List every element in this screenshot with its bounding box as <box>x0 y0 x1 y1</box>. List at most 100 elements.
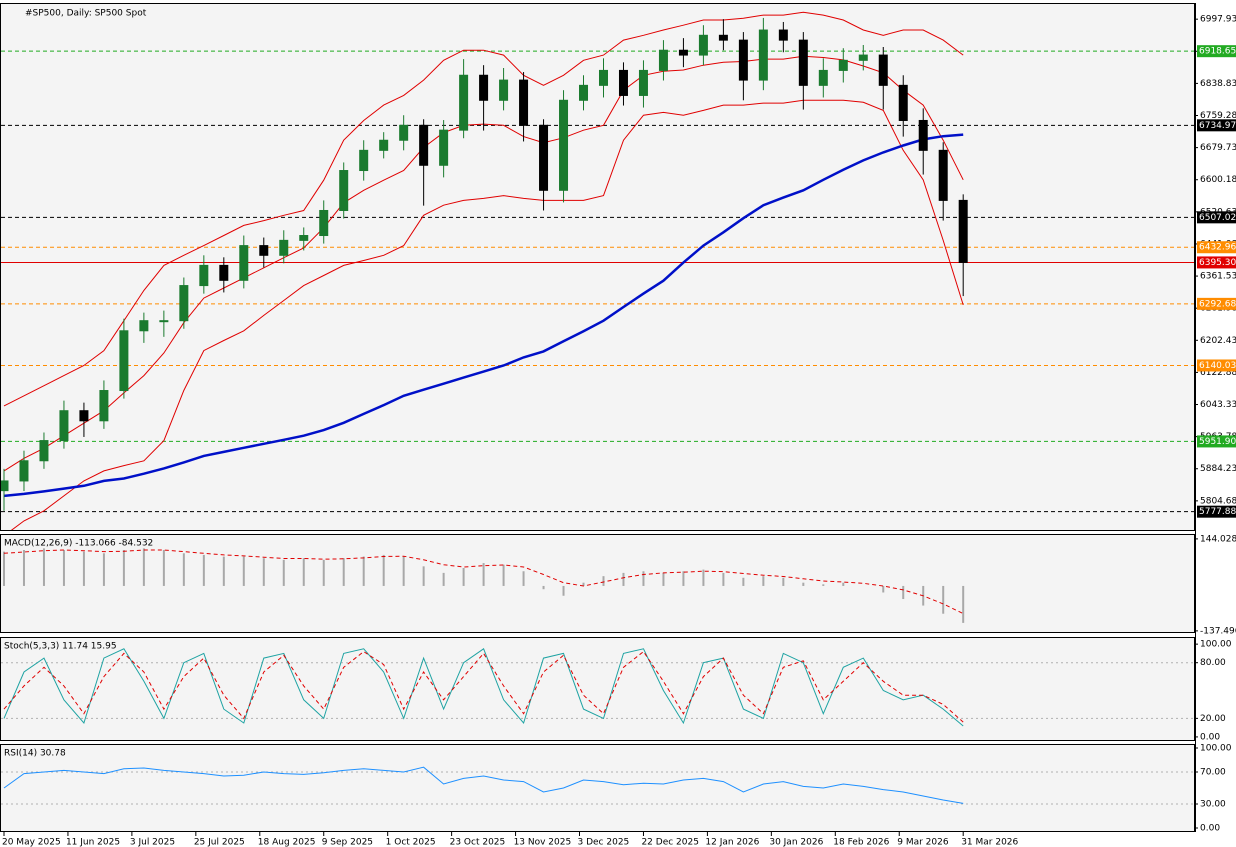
candle-body <box>419 124 429 166</box>
candle-body <box>179 285 189 322</box>
x-tick-label: 23 Oct 2025 <box>450 838 506 847</box>
y-tick-label: 6679.73 <box>1200 143 1236 153</box>
candle-body <box>279 239 289 256</box>
candle-body <box>718 34 728 41</box>
y-tick-label: 6759.28 <box>1200 111 1236 121</box>
candle-body <box>778 29 788 41</box>
y-tick-label: 6122.88 <box>1200 368 1236 378</box>
y-tick-label: 70.00 <box>1200 768 1226 778</box>
panel-title: MACD(12,26,9) -113.066 -84.532 <box>4 539 153 549</box>
level-label: 6292.68 <box>1199 299 1236 309</box>
x-tick-label: 12 Jan 2026 <box>705 838 759 847</box>
panel-background <box>0 637 1195 741</box>
candle-body <box>559 99 569 191</box>
y-tick-label: 100.00 <box>1200 640 1232 650</box>
panel-background <box>0 3 1195 531</box>
candle-body <box>19 460 29 482</box>
level-label-box <box>1197 297 1236 310</box>
level-label: 6918.65 <box>1199 47 1236 57</box>
candle-body <box>858 54 868 61</box>
y-tick-label: 6202.43 <box>1200 336 1236 346</box>
indicator-line <box>3 648 964 727</box>
candle-body <box>698 34 708 56</box>
x-tick-label: 3 Jul 2025 <box>130 838 175 847</box>
indicator-line <box>3 549 964 615</box>
x-tick-label: 9 Sep 2025 <box>322 838 373 847</box>
candle-body <box>798 39 808 86</box>
panel <box>1 11 1194 530</box>
candle-body <box>399 124 409 141</box>
indicator-line <box>3 650 964 723</box>
y-tick-label: 6600.18 <box>1200 175 1236 185</box>
indicator-line <box>3 133 964 498</box>
panel <box>2 548 965 623</box>
x-tick-label: 1 Oct 2025 <box>386 838 436 847</box>
candle-body <box>818 69 828 86</box>
y-tick-label: 0.00 <box>1200 824 1220 834</box>
level-label: 6432.96 <box>1199 243 1236 253</box>
panel <box>1 766 1194 805</box>
candle-body <box>459 74 469 131</box>
level-label: 6140.03 <box>1199 361 1236 371</box>
candle-body <box>439 129 449 166</box>
candle-body <box>758 29 768 81</box>
level-label-box <box>1197 211 1236 224</box>
y-tick-label: 0.00 <box>1200 732 1220 742</box>
candle-body <box>938 149 948 201</box>
candle-body <box>59 410 69 442</box>
candle-body <box>379 139 389 151</box>
y-tick-label: 30.00 <box>1200 800 1226 810</box>
x-tick-label: 18 Aug 2025 <box>258 838 316 847</box>
candle-body <box>499 79 509 101</box>
x-tick-label: 31 Mar 2026 <box>961 838 1018 847</box>
level-label-box <box>1197 359 1236 372</box>
y-tick-label: 144.028 <box>1200 534 1236 544</box>
candle-body <box>119 330 129 392</box>
panel-title: RSI(14) 30.78 <box>4 749 66 759</box>
candle-body <box>598 69 608 86</box>
y-tick-label: 100.00 <box>1200 744 1232 754</box>
candle-body <box>898 84 908 121</box>
x-tick-label: 11 Jun 2025 <box>66 838 120 847</box>
candle-body <box>638 69 648 96</box>
candle-body <box>838 59 848 71</box>
candle-body <box>259 245 269 256</box>
level-label-box <box>1197 435 1236 448</box>
level-label: 6507.02 <box>1199 213 1236 223</box>
y-tick-label: 5884.23 <box>1200 464 1236 474</box>
y-tick-label: -137.496 <box>1200 626 1236 636</box>
level-label-box <box>1197 256 1236 269</box>
x-tick-label: 22 Dec 2025 <box>641 838 699 847</box>
candle-body <box>738 39 748 81</box>
candle-body <box>139 320 149 332</box>
panel-title: #SP500, Daily: SP500 Spot <box>25 9 147 19</box>
level-label-box <box>1197 241 1236 254</box>
level-label: 6395.30 <box>1199 258 1236 268</box>
y-tick-label: 20.00 <box>1200 714 1226 724</box>
level-label: 5777.88 <box>1199 507 1236 517</box>
x-tick-label: 3 Dec 2025 <box>578 838 630 847</box>
candle-body <box>339 170 349 211</box>
y-tick-label: 6043.33 <box>1200 400 1236 410</box>
panel <box>1 648 1194 727</box>
candle-body <box>579 84 589 101</box>
candle-body <box>219 264 229 281</box>
level-label-box <box>1197 505 1236 518</box>
candle-body <box>658 49 668 71</box>
candle-body <box>159 320 169 323</box>
panel-title: Stoch(5,3,3) 11.74 15.95 <box>4 642 117 652</box>
candle-body <box>359 149 369 172</box>
level-label: 5951.90 <box>1199 437 1236 447</box>
x-tick-label: 25 Jul 2025 <box>194 838 245 847</box>
candle-body <box>479 74 489 101</box>
candle-body <box>958 199 968 263</box>
candle-body <box>918 119 928 151</box>
candle-body <box>618 69 628 96</box>
y-tick-label: 80.00 <box>1200 658 1226 668</box>
candle-body <box>319 209 329 237</box>
candle-body <box>1 480 9 492</box>
candle-body <box>99 390 109 422</box>
x-tick-label: 30 Jan 2026 <box>769 838 823 847</box>
